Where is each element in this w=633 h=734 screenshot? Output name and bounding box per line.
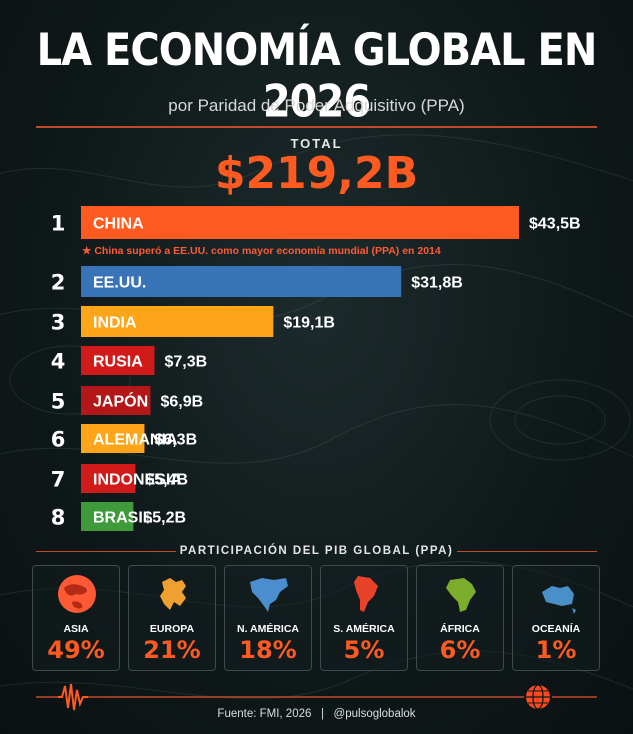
value-label: $6,3B [154,432,197,449]
category-label: INDIA [93,315,137,332]
africa-map-icon [446,578,476,612]
region-card-africa: ÁFRICA 6% [416,565,504,671]
category-label: INDONESIA [93,472,182,489]
region-name: N. AMÉRICA [236,623,300,635]
bar-china [81,206,519,239]
header-divider [36,126,597,128]
footer-decoration [36,683,597,711]
rank-label: 3 [51,311,66,335]
pulse-icon [58,683,88,711]
region-name: ASIA [63,623,89,635]
globe-logo-icon [526,684,550,710]
bar-alemania [81,424,145,453]
rank-label: 5 [51,390,66,414]
section-divider-right [457,551,597,552]
category-label: BRASIL [93,510,153,527]
value-label: $6,9B [160,394,203,411]
region-percentage: 21% [143,636,201,664]
region-percentage: 5% [343,636,385,664]
region-percentage: 6% [439,636,481,664]
category-label: ALEMANIA [93,432,178,449]
region-card-n-america: N. AMÉRICA 18% [224,565,312,671]
south-america-map-icon [354,576,378,612]
china-note: ★ China superó a EE.UU. como mayor econo… [82,245,441,257]
region-percentage: 1% [535,636,577,664]
region-card-asia: ASIA 49% [32,565,120,671]
region-name: OCEANÍA [531,623,581,635]
asia-globe-icon [58,575,96,613]
bar-rusia [81,346,155,375]
category-label: EE.UU. [93,275,146,292]
value-label: $5,4B [145,472,188,489]
rank-label: 4 [51,350,66,374]
category-label: JAPÓN [93,392,148,411]
bar-india [81,306,274,337]
rank-label: 7 [51,468,66,492]
share-section-title: PARTICIPACIÓN DEL PIB GLOBAL (PPA) [179,545,454,557]
region-name: ÁFRICA [440,623,480,635]
rank-label: 8 [51,506,66,530]
page-title: LA ECONOMÍA GLOBAL EN 2026 [36,24,598,128]
rank-label: 6 [51,428,66,452]
north-america-map-icon [250,578,288,612]
bar-brasil [81,502,134,531]
region-percentage: 18% [239,636,297,664]
region-card-europa: EUROPA 21% [128,565,216,671]
rank-label: 2 [51,271,66,295]
section-divider-left [36,551,176,552]
total-value: $219,2B [214,148,419,199]
region-cards: ASIA 49% EUROPA 21% N. AMÉRICA 18% S. AM… [32,565,601,671]
region-percentage: 49% [47,636,105,664]
oceania-map-icon [542,586,576,614]
region-card-s-america: S. AMÉRICA 5% [320,565,408,671]
value-label: $5,2B [143,510,186,527]
gdp-bar-chart: 1 CHINA $43,5B 2 EE.UU. $31,8B 3 INDIA $19,1B 4 RU… [51,206,581,531]
page-subtitle: por Paridad de Poder Adquisitivo (PPA) [168,96,465,115]
region-name: EUROPA [149,623,195,635]
category-label: CHINA [93,216,144,233]
europe-map-icon [160,578,186,610]
rank-label: 1 [51,212,66,236]
bar-ee-uu- [81,266,402,297]
value-label: $43,5B [529,216,581,233]
value-label: $19,1B [283,315,335,332]
footer-source: Fuente: FMI, 2026 | @pulsoglobalok [217,708,416,720]
bar-indonesia [81,464,136,493]
region-card-oceania: OCEANÍA 1% [512,565,600,671]
value-label: $7,3B [165,354,208,371]
category-label: RUSIA [93,354,143,371]
total-label: TOTAL [290,136,343,151]
region-name: S. AMÉRICA [333,623,395,635]
bar-jap-n [81,386,151,415]
value-label: $31,8B [411,275,463,292]
